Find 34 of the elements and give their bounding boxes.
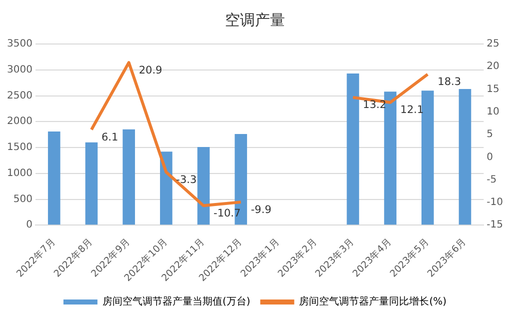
y2-tick-label: 15 bbox=[486, 84, 500, 95]
bar bbox=[48, 131, 60, 225]
y-tick-label: 1000 bbox=[6, 168, 32, 179]
legend-label: 房间空气调节器产量当期值(万台) bbox=[102, 296, 250, 308]
y-tick-label: 2500 bbox=[6, 90, 32, 102]
y2-tick-label: 0 bbox=[486, 152, 494, 163]
y2-tick-label: -10 bbox=[486, 197, 504, 208]
y2-tick-label: 10 bbox=[486, 106, 500, 118]
bar bbox=[160, 152, 172, 225]
y2-tick-label: 5 bbox=[486, 129, 494, 140]
chart-title: 空调产量 bbox=[225, 10, 285, 29]
data-label: 20.9 bbox=[138, 64, 162, 76]
data-label: 18.3 bbox=[438, 76, 462, 88]
data-label: -3.3 bbox=[176, 174, 197, 186]
bar bbox=[384, 92, 396, 225]
data-label: -9.9 bbox=[250, 204, 272, 216]
y2-tick-label: -15 bbox=[486, 220, 504, 231]
y-tick-label: 3500 bbox=[6, 38, 32, 50]
y-tick-label: 2000 bbox=[6, 116, 32, 128]
y-tick-label: 500 bbox=[13, 194, 32, 205]
y-tick-label: 3000 bbox=[6, 64, 32, 76]
y2-tick-label: 25 bbox=[486, 38, 500, 50]
bar bbox=[458, 89, 472, 225]
bar bbox=[346, 74, 360, 225]
data-label: 6.1 bbox=[101, 131, 118, 144]
legend-label: 房间空气调节器产量同比增长(%) bbox=[299, 296, 447, 308]
y-tick-label: 1500 bbox=[6, 142, 32, 154]
y-tick-label: 0 bbox=[26, 220, 32, 231]
bar bbox=[85, 142, 98, 225]
y2-tick-label: 20 bbox=[486, 61, 500, 72]
y2-tick-label: -5 bbox=[486, 174, 497, 186]
bar bbox=[197, 147, 210, 225]
bar bbox=[122, 129, 135, 225]
bar bbox=[421, 90, 434, 225]
